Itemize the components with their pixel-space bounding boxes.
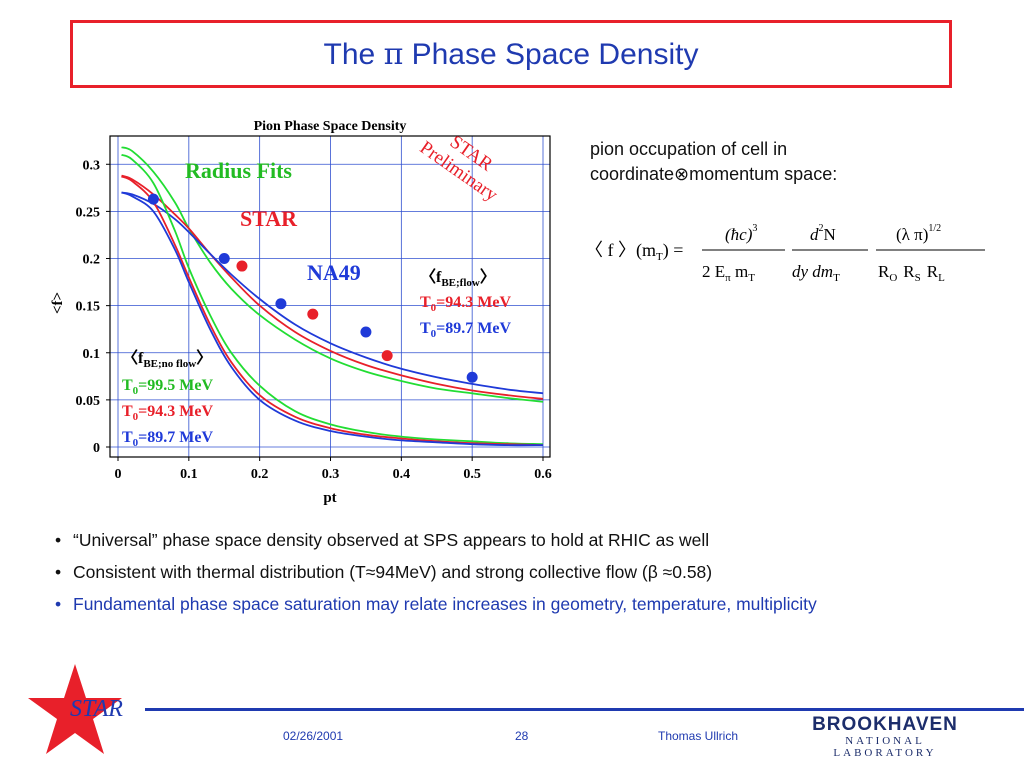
flow-legend-head: 〈fBE;flow〉: [420, 268, 496, 289]
bullet-dot: •: [55, 530, 62, 550]
noflow-legend-head: 〈fBE;no flow〉: [122, 349, 212, 370]
star-logo: STAR: [28, 664, 123, 754]
bullet-list: • “Universal” phase space density observe…: [55, 528, 955, 624]
x-tick-label: 0.4: [393, 467, 411, 482]
footer-rule: [145, 708, 1024, 711]
noflow-legend-t1: T0=99.5 MeV: [122, 377, 213, 397]
flow-legend-t2: T0=89.7 MeV: [420, 320, 511, 340]
data-point-na49: [466, 371, 478, 383]
x-axis-label: pt: [323, 490, 336, 506]
bullet-item-1: • “Universal” phase space density observe…: [55, 528, 955, 552]
brookhaven-subtitle: NATIONAL LABORATORY: [833, 735, 937, 759]
formula: 〈 f 〉(mT) = (ħc)3 2 Eπ mT d2N dy dmT (λ …: [585, 223, 985, 284]
data-point-na49: [218, 253, 230, 265]
y-axis-ticks: 0 0.05 0.1 0.15 0.2 0.25 0.3: [76, 158, 110, 456]
footer-author: Thomas Ullrich: [658, 729, 739, 743]
fraction2-denominator: dy dmT: [792, 262, 840, 284]
red-star-icon: [28, 664, 122, 754]
bullet-text: Fundamental phase space saturation may r…: [73, 594, 817, 614]
chart-points: [147, 193, 478, 383]
x-tick-label: 0.3: [322, 467, 340, 482]
x-axis-ticks: 0 0.1 0.2 0.3 0.4 0.5 0.6: [115, 457, 552, 482]
bullet-dot: •: [55, 562, 62, 582]
data-point-na49: [147, 193, 159, 205]
y-tick-label: 0.25: [76, 205, 101, 220]
brookhaven-name: BROOKHAVEN: [812, 714, 958, 735]
chart-grid: [110, 136, 550, 457]
series-curve-3: [121, 153, 544, 446]
phase-space-chart: Pion Phase Space Density 0 0.1 0.2 0.3 0.4 0.…: [50, 119, 552, 506]
data-point-star: [307, 308, 319, 320]
x-tick-label: 0.6: [534, 467, 552, 482]
x-tick-label: 0.1: [180, 467, 198, 482]
slide-title: The π Phase Space Density: [324, 37, 699, 72]
y-tick-label: 0: [93, 441, 100, 456]
title-box: The π Phase Space Density: [70, 20, 952, 88]
x-tick-label: 0.2: [251, 467, 269, 482]
bullet-dot: •: [55, 594, 62, 614]
data-point-na49: [360, 326, 372, 338]
bullet-item-2: • Consistent with thermal distribution (T…: [55, 560, 955, 584]
bullet-text: “Universal” phase space density observed…: [73, 530, 710, 550]
footer-page-number: 28: [515, 729, 529, 743]
data-point-star: [381, 350, 393, 362]
x-tick-label: 0: [115, 467, 122, 482]
series-curve-2: [121, 191, 544, 395]
series-curve-5: [121, 191, 544, 447]
formula-lhs: 〈 f 〉(mT) =: [585, 240, 683, 263]
x-tick-label: 0.5: [463, 467, 481, 482]
y-tick-label: 0.2: [83, 253, 101, 268]
note-line-2: coordinate⊗momentum space:: [590, 164, 838, 184]
data-point-star: [236, 260, 248, 272]
title-pi: π: [383, 36, 404, 72]
noflow-legend-t3: T0=89.7 MeV: [122, 429, 213, 449]
chart-curves: [121, 146, 544, 447]
fraction2-numerator: d2N: [810, 223, 836, 244]
y-tick-label: 0.3: [83, 158, 101, 173]
series-curve-0: [121, 146, 544, 403]
fraction1-numerator: (ħc)3: [725, 223, 757, 244]
y-tick-label: 0.15: [76, 300, 101, 315]
label-radius-fits: Radius Fits: [185, 158, 292, 183]
label-star: STAR: [240, 206, 298, 231]
title-suffix: Phase Space Density: [403, 37, 699, 71]
brookhaven-logo: BROOKHAVEN NATIONAL LABORATORY: [795, 714, 975, 759]
fraction1-denominator: 2 Eπ mT: [702, 262, 755, 284]
y-axis-label: <f>: [50, 292, 66, 314]
fraction3-denominator: RO RS RL: [878, 262, 945, 284]
note-line-1: pion occupation of cell in: [590, 139, 788, 159]
bullet-item-3: • Fundamental phase space saturation may …: [55, 592, 955, 616]
star-preliminary-stamp: STAR Preliminary: [416, 131, 502, 206]
flow-legend-t1: T0=94.3 MeV: [420, 294, 511, 314]
y-tick-label: 0.05: [76, 394, 101, 409]
chart-title: Pion Phase Space Density: [254, 119, 407, 134]
title-prefix: The: [323, 37, 384, 71]
footer-date: 02/26/2001: [283, 729, 344, 743]
data-point-na49: [275, 298, 287, 310]
bullet-text: Consistent with thermal distribution (T≈…: [73, 562, 713, 582]
fraction3-numerator: (λ π)1/2: [896, 223, 941, 244]
star-logo-text: STAR: [70, 696, 123, 722]
occupation-note: pion occupation of cell in coordinate⊗mo…: [590, 137, 920, 187]
label-na49: NA49: [307, 260, 361, 285]
y-tick-label: 0.1: [83, 347, 101, 362]
noflow-legend-t2: T0=94.3 MeV: [122, 403, 213, 423]
